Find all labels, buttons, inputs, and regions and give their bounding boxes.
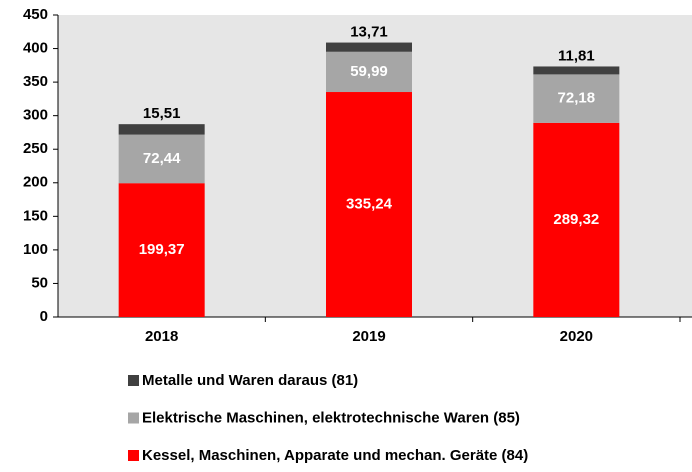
bar-segment xyxy=(118,124,205,135)
data-label: 199,37 xyxy=(139,241,185,258)
bar-segment xyxy=(533,74,620,123)
y-tick-label: 200 xyxy=(23,174,48,191)
x-tick-label: 2020 xyxy=(560,328,593,345)
y-tick-label: 300 xyxy=(23,107,48,124)
bar-segment xyxy=(533,122,620,317)
bar-segment xyxy=(326,42,412,52)
y-tick-label: 350 xyxy=(23,73,48,90)
legend-label: Metalle und Waren daraus (81) xyxy=(142,372,358,389)
legend-swatch xyxy=(128,412,139,424)
y-tick-label: 100 xyxy=(23,241,48,258)
legend-swatch xyxy=(128,375,139,386)
data-label: 72,44 xyxy=(143,150,181,167)
bar-segment xyxy=(326,92,412,317)
legend-swatch xyxy=(128,450,139,461)
y-tick-label: 450 xyxy=(23,6,48,23)
bar-segment xyxy=(326,51,412,93)
bar-segment xyxy=(118,183,205,317)
y-tick-label: 250 xyxy=(23,140,48,157)
data-label: 289,32 xyxy=(553,211,599,228)
y-tick-label: 50 xyxy=(31,274,48,291)
bar-segment xyxy=(533,66,620,75)
legend-label: Elektrische Maschinen, elektrotechnische… xyxy=(142,409,520,426)
y-tick-label: 0 xyxy=(40,308,48,325)
data-label: 335,24 xyxy=(346,195,393,212)
x-tick-label: 2019 xyxy=(352,328,385,345)
data-label: 13,71 xyxy=(350,24,388,41)
data-label: 59,99 xyxy=(350,63,388,80)
data-label: 11,81 xyxy=(558,47,595,64)
y-tick-label: 400 xyxy=(23,40,48,57)
legend-label: Kessel, Maschinen, Apparate und mechan. … xyxy=(142,447,528,464)
data-label: 15,51 xyxy=(143,105,181,122)
data-label: 72,18 xyxy=(558,90,596,107)
y-tick-label: 150 xyxy=(23,207,48,224)
x-tick-label: 2018 xyxy=(145,328,178,345)
bar-segment xyxy=(118,134,205,184)
